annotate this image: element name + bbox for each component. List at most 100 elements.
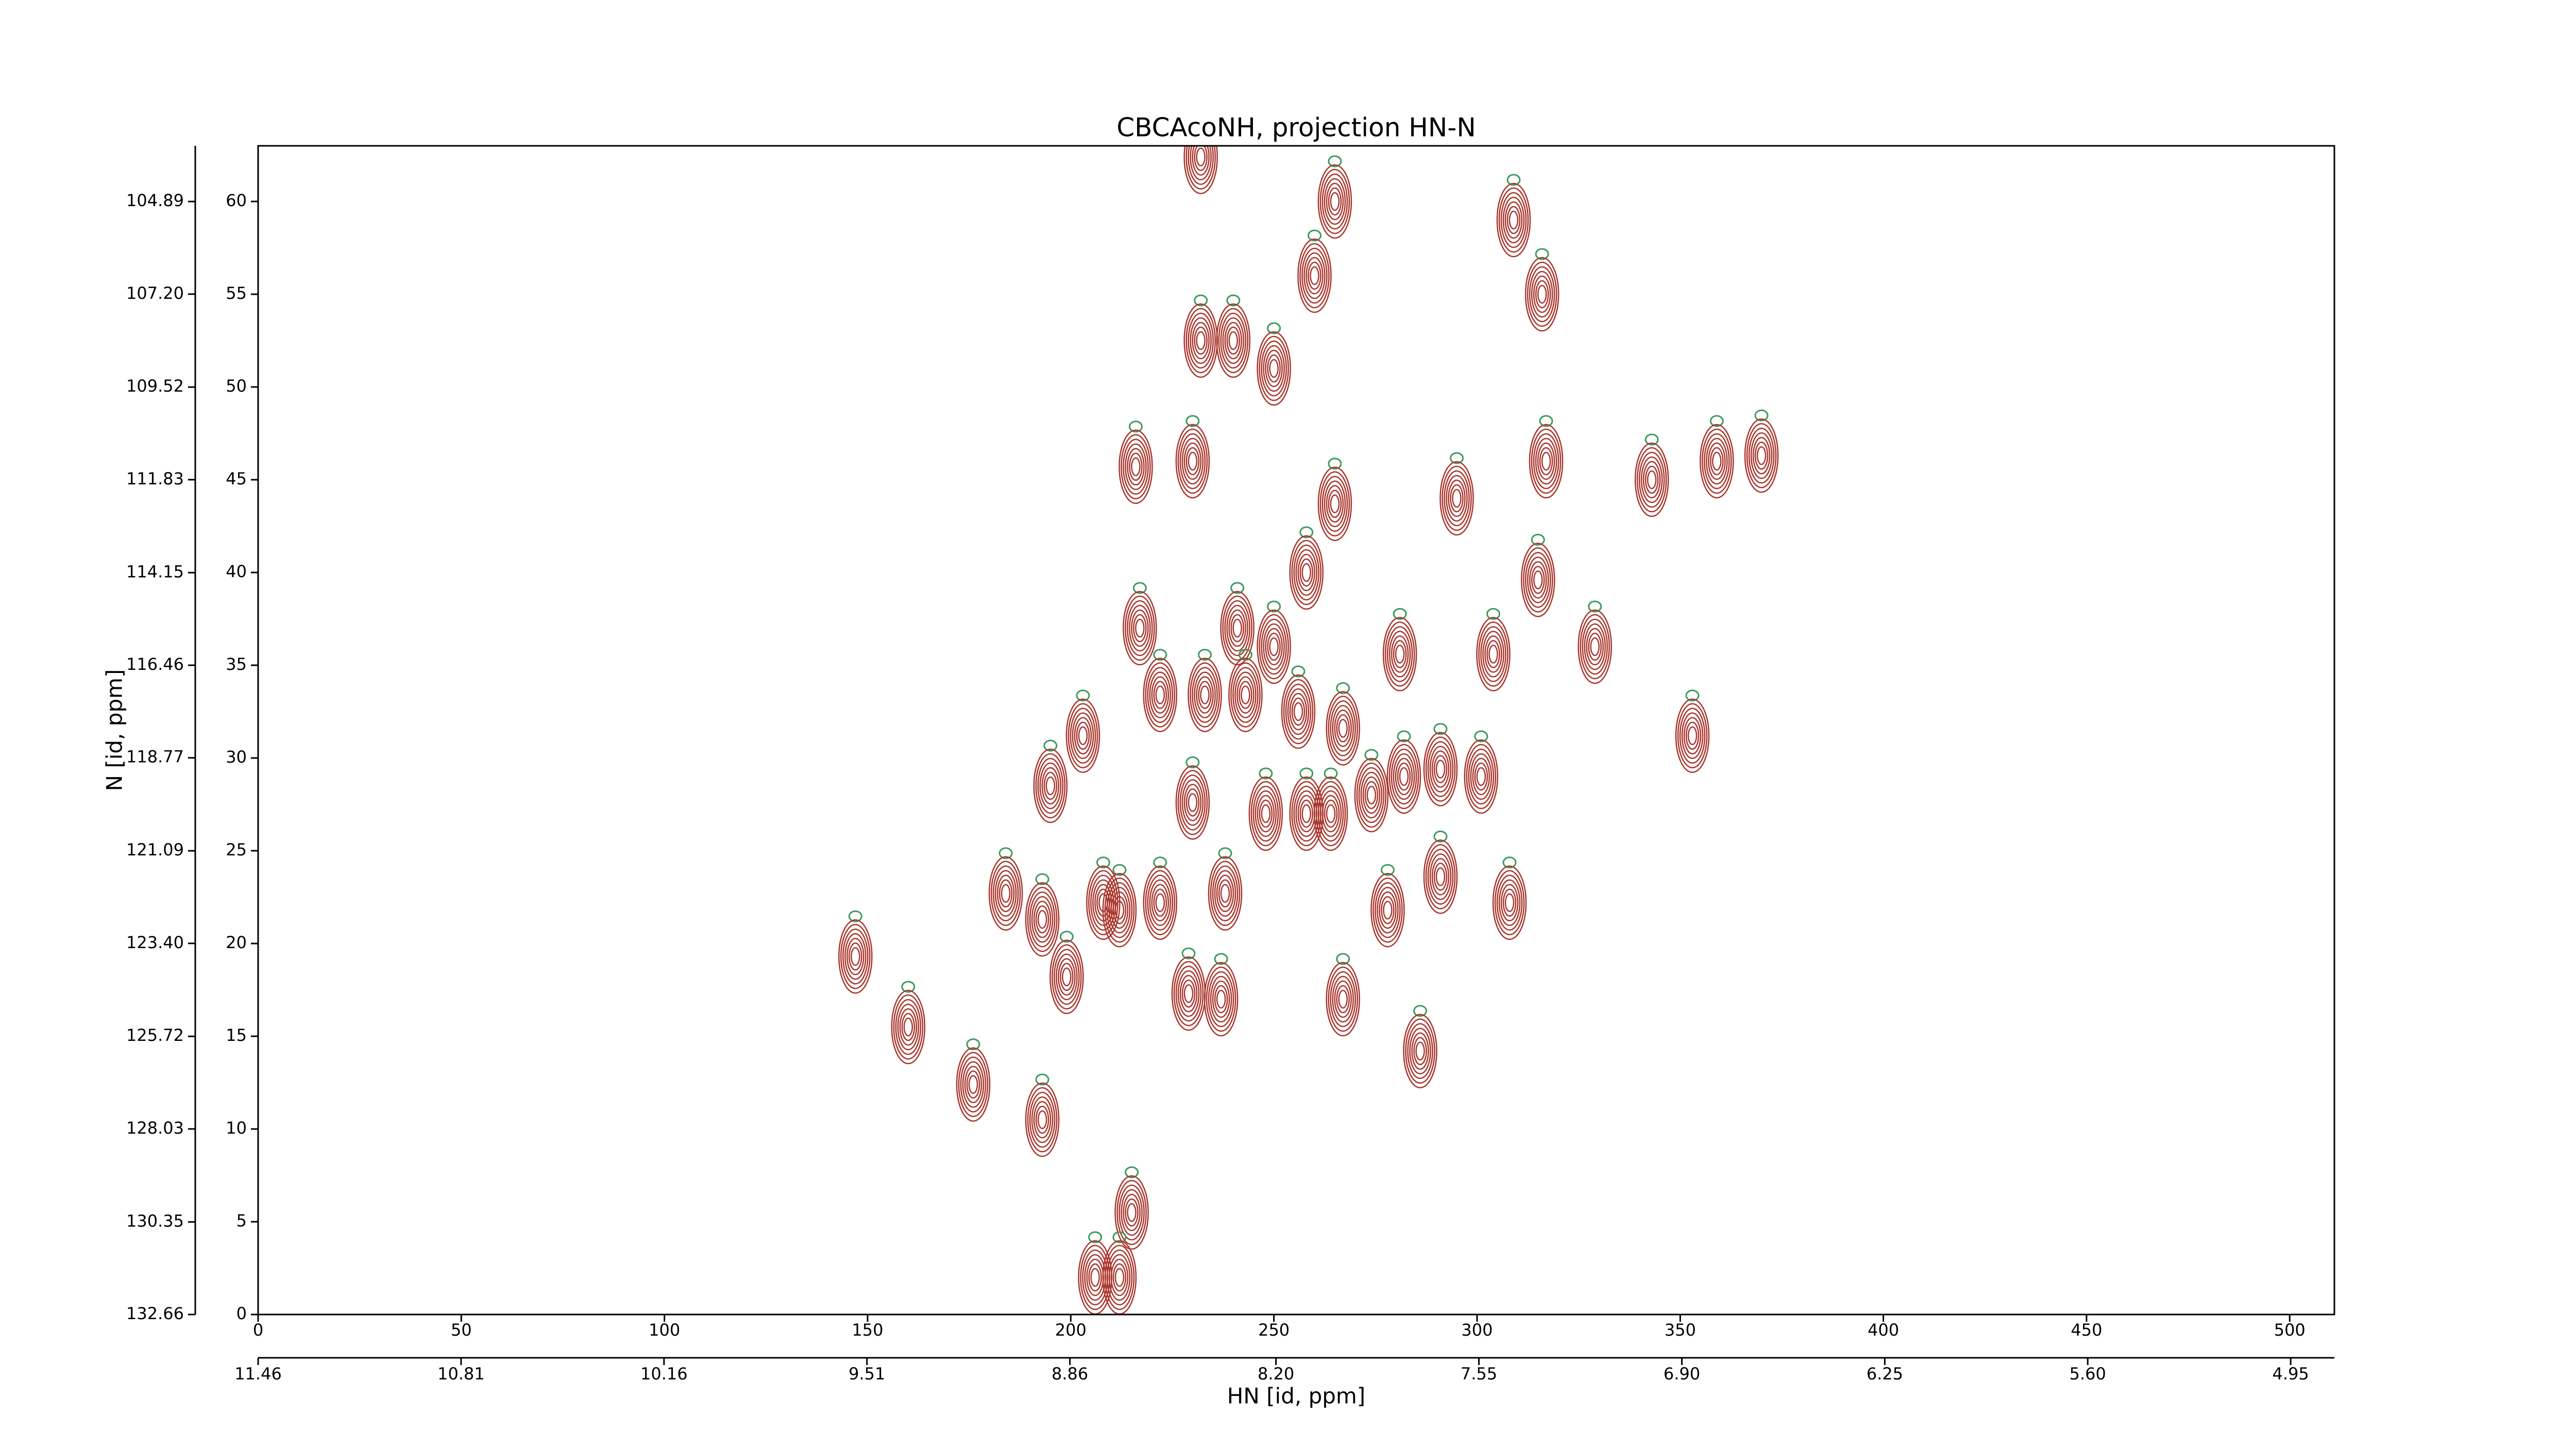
peak-contour <box>1433 863 1448 891</box>
peak-contour <box>1535 437 1557 485</box>
peak-negative-contour <box>1214 953 1228 965</box>
peak-contour <box>958 1052 989 1117</box>
peak-contour <box>1067 703 1098 769</box>
peak-contour <box>840 923 871 989</box>
peak-contour <box>1214 870 1236 917</box>
peak-contour <box>1685 721 1700 750</box>
peak-negative-contour <box>1539 415 1553 427</box>
x2-tick-label: 10.81 <box>437 1364 485 1384</box>
peak-contour <box>1112 1263 1127 1292</box>
peak-contour <box>1527 557 1549 603</box>
peak-contour <box>891 989 926 1065</box>
peak-contour <box>988 856 1023 931</box>
peak-negative-contour <box>966 1038 980 1051</box>
peak-contour <box>1480 626 1506 682</box>
peak-contour <box>966 1070 980 1099</box>
peak-contour <box>1076 721 1090 750</box>
peak-contour <box>897 1003 920 1051</box>
peak-contour <box>1043 771 1058 800</box>
peak-negative-contour <box>1531 533 1545 546</box>
peak-contour <box>1188 793 1198 812</box>
peak-contour <box>1127 600 1153 656</box>
peak-contour <box>1108 886 1131 934</box>
peak-contour <box>1123 439 1149 495</box>
peak-negative-contour <box>1535 248 1549 260</box>
peak-contour <box>1065 698 1100 773</box>
y2-tick-label: 130.35 <box>126 1211 184 1231</box>
peak-contour <box>1181 437 1204 485</box>
peak-contour <box>1116 1180 1147 1245</box>
peak-contour <box>1183 984 1194 1003</box>
peak-contour <box>1502 888 1517 917</box>
peak-contour <box>1529 266 1555 323</box>
peak-contour <box>1218 879 1232 908</box>
peak-contour <box>1029 1091 1056 1148</box>
peak-negative-contour <box>1125 1166 1139 1178</box>
peak-contour <box>1188 658 1222 732</box>
peak-contour <box>1324 178 1346 225</box>
peak-contour <box>1681 712 1704 760</box>
peak-contour <box>1439 461 1474 536</box>
peak-contour <box>1037 1110 1047 1130</box>
peak-contour <box>1239 681 1252 709</box>
peak-contour <box>1058 958 1076 996</box>
peak-contour <box>1149 671 1172 718</box>
peak-contour <box>1088 1263 1102 1292</box>
peak-contour <box>964 1066 982 1103</box>
x2-tick-label: 6.25 <box>1867 1364 1903 1384</box>
peak-contour <box>1679 707 1706 764</box>
peak-contour <box>956 1047 991 1122</box>
peak-contour <box>998 879 1013 908</box>
peak-contour <box>1151 676 1170 714</box>
peak-negative-contour <box>1088 1231 1103 1243</box>
peak-contour <box>1509 210 1519 230</box>
peak-contour <box>1533 433 1560 490</box>
y2-tick-label: 123.40 <box>126 933 184 952</box>
peak-contour <box>1504 201 1523 239</box>
peak-contour <box>996 874 1015 913</box>
x2-tick-label: 8.86 <box>1052 1364 1088 1384</box>
peak-contour <box>1444 470 1470 527</box>
peak-contour <box>1326 804 1336 823</box>
y-tick-label: 50 <box>226 376 247 396</box>
peak-contour <box>1181 979 1196 1008</box>
peak-contour <box>1496 874 1523 931</box>
peak-negative-contour <box>1291 665 1306 678</box>
peak-contour <box>1388 744 1419 810</box>
peak-negative-contour <box>1198 649 1212 661</box>
peak-contour <box>1299 558 1313 587</box>
peak-negative-contour <box>1364 749 1379 761</box>
peak-contour <box>1702 428 1732 494</box>
peak-contour <box>1474 762 1488 791</box>
peak-contour <box>1060 963 1074 991</box>
peak-contour <box>1384 621 1415 687</box>
y-tick-label: 45 <box>226 469 247 488</box>
peak-negative-contour <box>1328 155 1342 167</box>
y2-tick-label: 125.72 <box>126 1025 184 1045</box>
peak-contour <box>1391 748 1417 805</box>
peak-negative-contour <box>1299 526 1314 538</box>
peak-negative-contour <box>1128 420 1143 433</box>
peak-contour <box>1319 471 1350 537</box>
peak-contour <box>903 1017 913 1037</box>
y-tick-label: 40 <box>226 562 247 581</box>
peak-contour <box>1025 882 1060 957</box>
peak-contour <box>1634 442 1669 517</box>
peak-negative-contour <box>1588 600 1602 613</box>
peak-negative-contour <box>1397 730 1411 743</box>
peak-contour <box>1185 308 1216 374</box>
peak-contour <box>1370 872 1405 948</box>
peak-contour <box>1448 479 1466 517</box>
peak-contour <box>1423 732 1458 806</box>
peak-contour <box>1181 779 1204 826</box>
peak-contour <box>1590 637 1600 656</box>
peak-contour <box>1338 989 1348 1009</box>
peak-contour <box>1317 466 1352 542</box>
peak-contour <box>968 1075 978 1094</box>
peak-negative-contour <box>1393 608 1407 620</box>
peak-contour <box>1102 872 1137 948</box>
peak-negative-contour <box>848 910 862 922</box>
peak-contour <box>849 942 862 971</box>
peak-contour <box>1326 182 1344 221</box>
peak-negative-contour <box>1218 847 1232 860</box>
